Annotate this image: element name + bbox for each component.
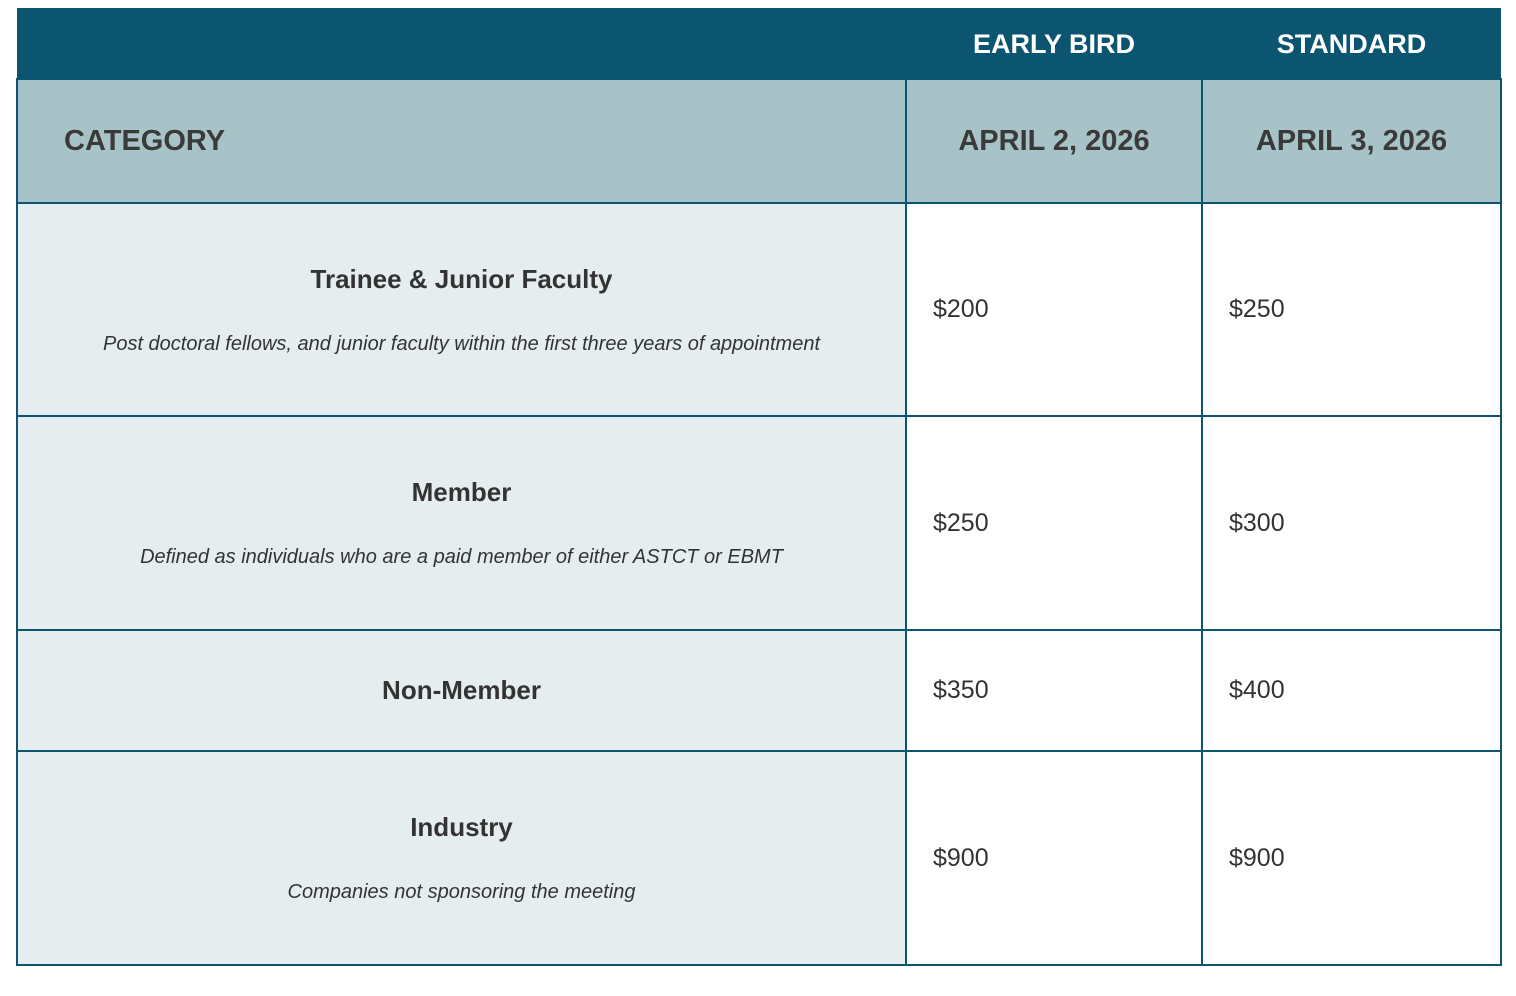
category-name: Trainee & Junior Faculty — [310, 263, 613, 294]
category-cell: Member Defined as individuals who are a p… — [16, 415, 907, 631]
category-name: Non-Member — [382, 675, 541, 705]
header-row: EARLY BIRD STANDARD — [17, 8, 1501, 79]
price-cell: $200 — [905, 202, 1203, 417]
category-description: Post doctoral fellows, and junior facult… — [102, 332, 821, 355]
table-row: Member Defined as individuals who are a p… — [16, 415, 1502, 631]
header-cell — [17, 8, 906, 79]
header-cell: EARLY BIRD — [906, 8, 1202, 79]
price-cell: $350 — [905, 629, 1203, 752]
date-cell: APRIL 3, 2026 — [1201, 78, 1502, 204]
date-row: CATEGORY APRIL 2, 2026 APRIL 3, 2026 — [16, 78, 1502, 204]
category-name: Member — [411, 477, 512, 507]
date-cell: APRIL 2, 2026 — [905, 78, 1203, 204]
category-cell: Industry Companies not sponsoring the mee… — [16, 750, 907, 966]
price-cell: $250 — [1201, 202, 1502, 417]
category-cell: Non-Member — [16, 629, 907, 752]
header-cell: STANDARD — [1202, 8, 1501, 79]
table-row: Industry Companies not sponsoring the mee… — [16, 750, 1502, 966]
price-cell: $400 — [1201, 629, 1502, 752]
category-name: Industry — [410, 812, 513, 842]
category-header: CATEGORY — [16, 78, 907, 204]
table-row: Trainee & Junior Faculty Post doctoral fe… — [16, 202, 1502, 417]
price-cell: $900 — [905, 750, 1203, 966]
category-cell: Trainee & Junior Faculty Post doctoral fe… — [16, 202, 907, 417]
table-row: Non-Member $350 $400 — [16, 629, 1502, 752]
price-cell: $300 — [1201, 415, 1502, 631]
table-body: Trainee & Junior Faculty Post doctoral fe… — [16, 202, 1502, 966]
pricing-table: EARLY BIRD STANDARD CATEGORY APRIL 2, 20… — [16, 8, 1502, 966]
category-description: Defined as individuals who are a paid me… — [140, 546, 783, 568]
price-cell: $250 — [905, 415, 1203, 631]
price-cell: $900 — [1201, 750, 1502, 966]
category-description: Companies not sponsoring the meeting — [287, 881, 636, 903]
